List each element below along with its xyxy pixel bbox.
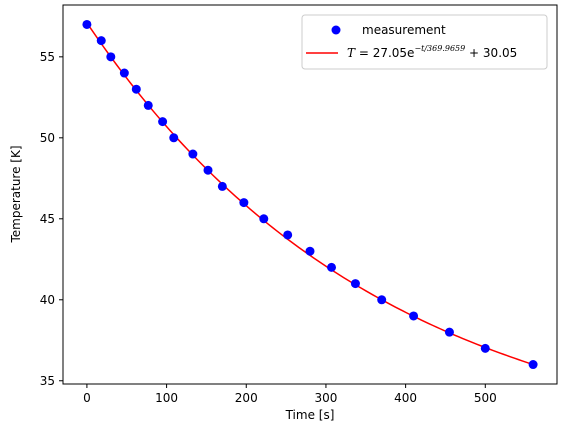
measurement-point [131,84,141,94]
legend-label-fit: T = 27.05e−t/369.9659 + 30.05 [347,44,517,60]
measurement-point [217,181,227,191]
legend-box [301,14,548,70]
measurement-point [528,360,538,370]
measurement-point [259,214,269,224]
axes: 0 100 200 300 400 500 35 40 45 50 55 [40,50,497,405]
measurement-point [119,68,129,78]
x-tick-label: 0 [83,391,91,405]
y-tick-label: 50 [40,131,55,145]
plot-frame [62,4,558,385]
measurement-point [143,100,153,110]
plot-area [82,19,538,370]
measurement-point [239,198,249,208]
legend-fit-variable: T [347,46,356,60]
measurement-point [377,295,387,305]
legend-fit-offset: + 30.05 [465,46,517,60]
y-tick-label: 40 [40,293,55,307]
measurement-point [169,133,179,143]
measurement-point [106,52,116,62]
y-tick-label: 55 [40,50,55,64]
measurement-point [305,246,315,256]
y-tick-label: 35 [40,374,55,388]
legend-fit-exponent: −t/369.9659 [414,44,465,53]
x-axis-label: Time [s] [285,408,335,422]
x-tick-label: 400 [394,391,417,405]
measurement-point [350,279,360,289]
measurement-point [82,19,92,29]
measurement-point [158,117,168,127]
measurement-point [96,36,106,46]
measurement-point [327,262,337,272]
x-tick-label: 100 [155,391,178,405]
x-tick-label: 200 [235,391,258,405]
measurement-point [409,311,419,321]
legend-fit-equation: = 27.05e [355,46,414,60]
y-tick-label: 45 [40,212,55,226]
legend: measurement T = 27.05e−t/369.9659 + 30.0… [301,14,548,70]
legend-marker-measurement [331,25,341,35]
x-tick-label: 300 [314,391,337,405]
measurement-point [444,327,454,337]
measurement-point [188,149,198,159]
measurement-point [203,165,213,175]
y-axis-label: Temperature [K] [9,145,23,243]
x-tick-label: 500 [474,391,497,405]
measurement-point [283,230,293,240]
measurement-point [480,343,490,353]
legend-label-measurement: measurement [362,23,446,37]
